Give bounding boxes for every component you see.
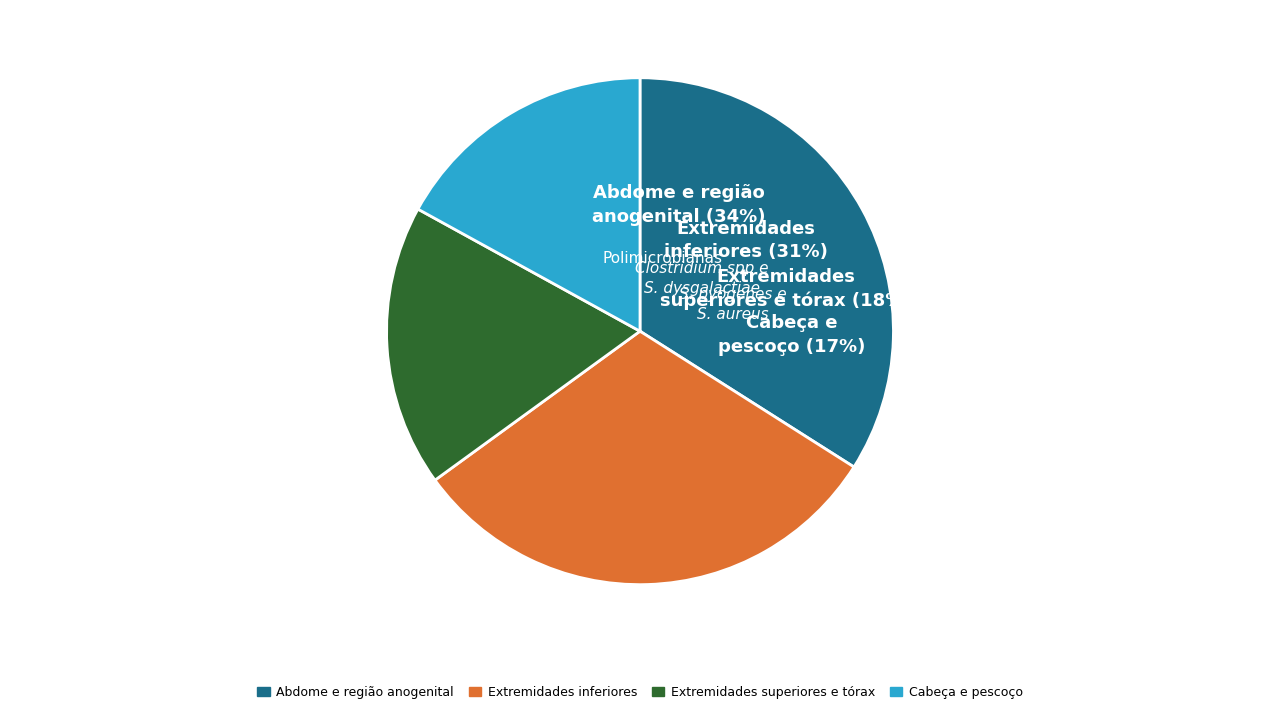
Text: Clostridium spp e
S. dysgalactiae: Clostridium spp e S. dysgalactiae [635,261,768,296]
Text: Extremidades
superiores e tórax (18%): Extremidades superiores e tórax (18%) [660,268,911,310]
Wedge shape [640,78,893,467]
Legend: Abdome e região anogenital, Extremidades inferiores, Extremidades superiores e t: Abdome e região anogenital, Extremidades… [251,680,1029,705]
Text: Extremidades
inferiores (31%): Extremidades inferiores (31%) [664,220,828,261]
Text: S. pyogenes e
S. aureus: S. pyogenes e S. aureus [678,287,786,322]
Text: Abdome e região
anogenital (34%): Abdome e região anogenital (34%) [591,184,765,226]
Wedge shape [387,209,640,480]
Text: Cabeça e
pescoço (17%): Cabeça e pescoço (17%) [718,315,865,356]
Wedge shape [417,78,640,331]
Wedge shape [435,331,854,585]
Text: Polimicrobianas: Polimicrobianas [602,251,722,266]
